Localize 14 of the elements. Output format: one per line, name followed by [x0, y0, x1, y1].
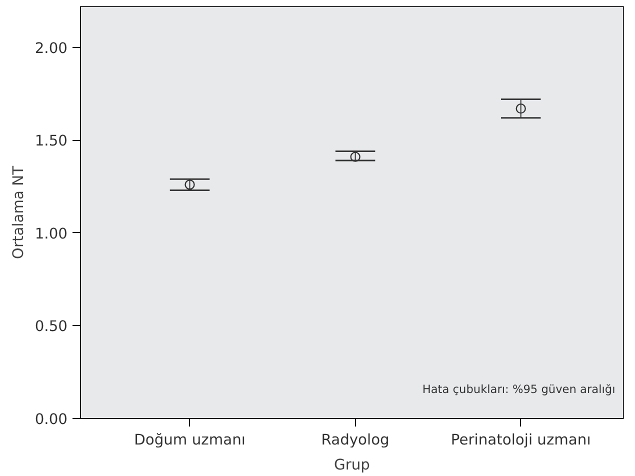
x-tick-label: Doğum uzmanı — [134, 432, 246, 448]
point — [350, 152, 360, 162]
y-tick-label: 0.50 — [34, 318, 68, 336]
y-axis-title: Ortalama NT — [10, 166, 27, 260]
point — [516, 103, 526, 114]
point — [184, 180, 195, 190]
y-tick-label: 2.00 — [34, 40, 68, 57]
x-tick-label: Radyolog — [321, 432, 390, 448]
x-axis-title: Grup — [334, 456, 370, 474]
y-tick-label: 1.50 — [34, 132, 68, 150]
annotation: Hata çubukları: %95 güven aralığı — [422, 382, 616, 396]
y-tick-label: 1.00 — [34, 225, 68, 242]
x-tick-label: Perinatoloji uzmanı — [450, 432, 591, 448]
y-tick-label: 0.00 — [34, 411, 68, 428]
